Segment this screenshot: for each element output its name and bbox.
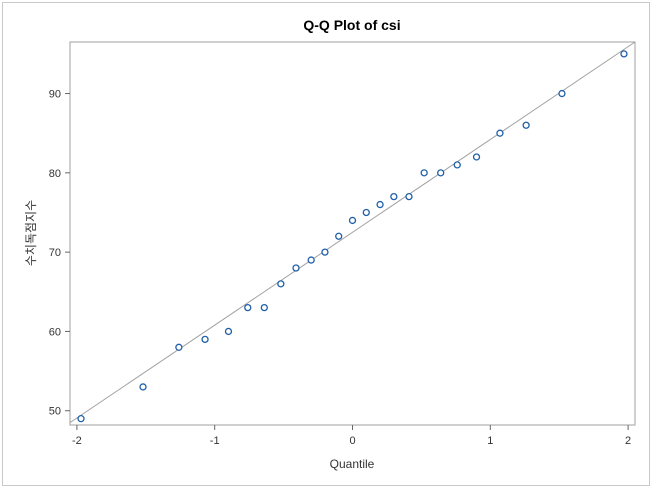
data-point xyxy=(77,415,85,423)
data-point xyxy=(453,161,461,169)
qq-plot-chart: Q-Q Plot of csi -2 -1 0 1 2 50 60 70 80 90 Quant… xyxy=(24,17,636,471)
data-point xyxy=(244,303,252,312)
x-tick-label: 1 xyxy=(487,435,493,447)
y-tick-label: 60 xyxy=(49,326,61,338)
y-axis-label: 수치독점지수 xyxy=(24,200,38,266)
data-point xyxy=(390,192,398,201)
y-tick-label: 80 xyxy=(49,168,61,180)
reference-line xyxy=(69,41,636,424)
data-point xyxy=(335,232,343,240)
data-points xyxy=(77,50,628,423)
data-point xyxy=(201,335,209,344)
x-tick-label: -2 xyxy=(72,435,82,447)
data-point xyxy=(292,264,300,272)
y-tick-label: 70 xyxy=(49,247,61,259)
y-axis: 50 60 70 80 90 xyxy=(49,89,70,418)
data-point xyxy=(558,89,566,98)
data-point xyxy=(620,50,628,58)
data-point xyxy=(277,280,285,288)
data-point xyxy=(362,208,370,217)
data-point xyxy=(405,192,413,201)
data-point xyxy=(307,256,315,264)
data-point xyxy=(139,383,147,391)
y-tick-label: 50 xyxy=(49,406,61,418)
data-point xyxy=(376,200,384,209)
data-point xyxy=(175,343,183,351)
x-axis-label: Quantile xyxy=(330,457,375,471)
x-tick-label: -1 xyxy=(210,435,220,447)
x-axis: -2 -1 0 1 2 xyxy=(72,425,631,447)
data-point xyxy=(522,121,530,129)
data-point xyxy=(437,169,445,177)
x-tick-label: 2 xyxy=(625,435,631,447)
data-point xyxy=(348,216,357,225)
chart-frame: Q-Q Plot of csi -2 -1 0 1 2 50 60 70 80 90 Quant… xyxy=(2,2,650,486)
data-point xyxy=(224,327,233,336)
y-tick-label: 90 xyxy=(49,89,61,101)
data-point xyxy=(321,248,329,256)
data-point xyxy=(472,153,481,161)
data-point xyxy=(260,303,268,312)
x-tick-label: 0 xyxy=(349,435,355,447)
chart-title: Q-Q Plot of csi xyxy=(303,17,400,33)
data-point xyxy=(496,129,504,137)
data-point xyxy=(420,169,428,177)
